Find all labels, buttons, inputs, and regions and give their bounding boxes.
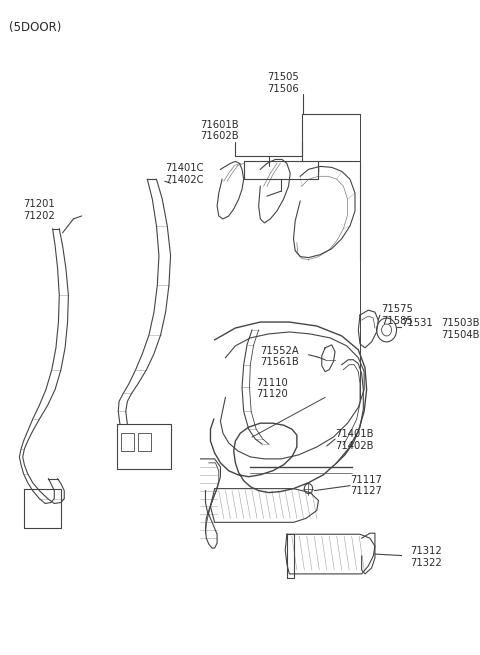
Text: 71312
71322: 71312 71322	[410, 546, 442, 568]
Bar	[121, 433, 134, 451]
Text: 71575
71585: 71575 71585	[381, 304, 413, 326]
Text: 71117
71127: 71117 71127	[350, 475, 382, 496]
Text: 71503B
71504B: 71503B 71504B	[442, 318, 480, 340]
Text: 71505
71506: 71505 71506	[267, 72, 299, 94]
Text: 71401B
71402B: 71401B 71402B	[335, 429, 373, 451]
Text: 71531: 71531	[402, 318, 433, 328]
Text: (5DOOR): (5DOOR)	[10, 20, 62, 33]
Text: 71552A
71561B: 71552A 71561B	[260, 346, 299, 367]
Text: 71110
71120: 71110 71120	[256, 377, 288, 399]
Bar	[138, 433, 152, 451]
Text: 71401C
71402C: 71401C 71402C	[165, 163, 203, 185]
Text: 71601B
71602B: 71601B 71602B	[201, 120, 239, 141]
Text: 71201
71202: 71201 71202	[24, 199, 55, 221]
